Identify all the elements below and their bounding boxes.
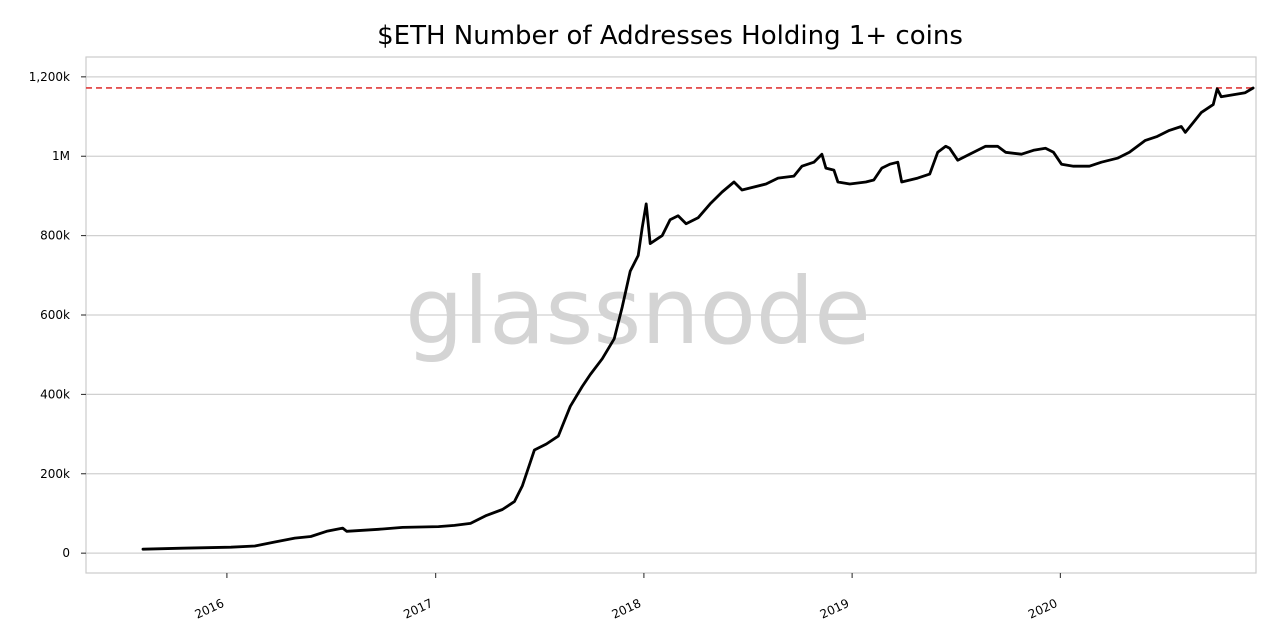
x-tick-label: 2019 [818,596,852,622]
x-axis: 2016 2017 2018 2019 2020 [193,573,1061,622]
y-tick-label: 600k [40,308,70,322]
y-tick-label: 1,200k [29,70,70,84]
y-axis: 0 200k 400k 600k 800k 1M 1,200k [29,70,86,560]
grid-layer [86,76,1256,554]
chart-title: $ETH Number of Addresses Holding 1+ coin… [377,21,963,51]
y-tick-label: 0 [62,546,70,560]
y-tick-label: 400k [40,387,70,401]
y-tick-label: 1M [52,149,70,163]
y-tick-label: 800k [40,229,70,243]
x-tick-label: 2018 [610,596,644,622]
watermark-logo: glassnode [405,258,871,365]
y-tick-label: 200k [40,467,70,481]
x-tick-label: 2017 [401,596,435,622]
series-line [141,86,1255,551]
series-layer [141,86,1255,551]
x-tick-label: 2016 [193,596,227,622]
x-tick-label: 2020 [1026,596,1060,622]
